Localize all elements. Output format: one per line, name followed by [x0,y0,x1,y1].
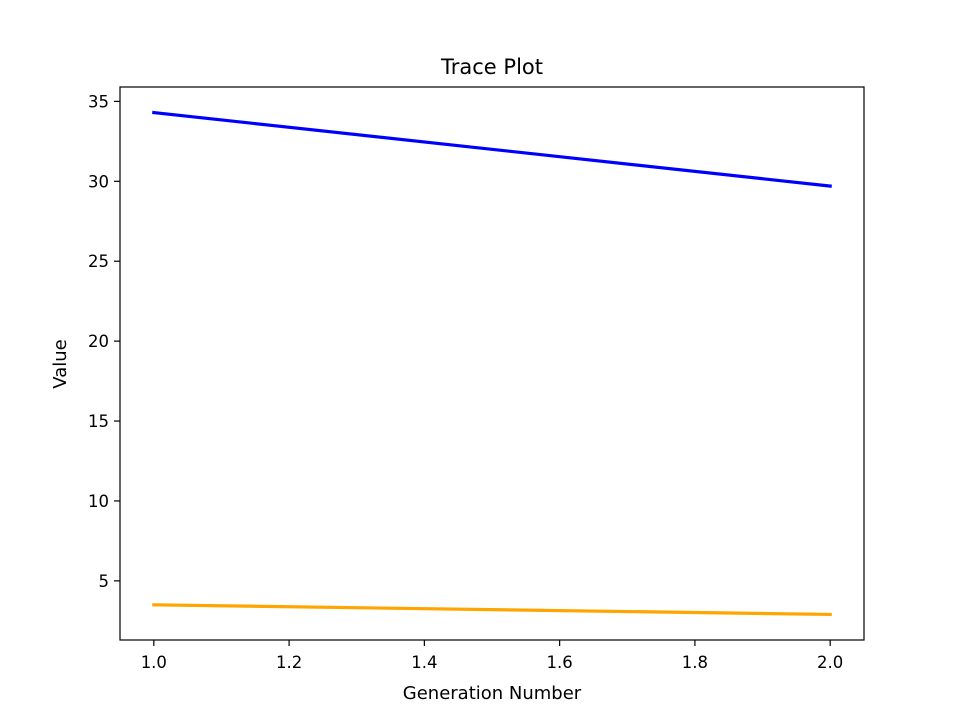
x-axis-ticks: 1.0 1.2 1.4 1.6 1.8 2.0 [141,640,843,672]
plot-area [120,87,864,640]
x-tick-label: 1.6 [547,653,573,672]
x-tick-label: 1.0 [141,653,167,672]
y-tick-label: 15 [88,412,109,431]
y-tick-label: 20 [88,332,109,351]
x-tick-label: 1.2 [276,653,302,672]
y-tick-label: 30 [88,172,109,191]
y-axis-label: Value [50,339,71,388]
x-tick-label: 2.0 [817,653,843,672]
axes-frame [119,86,865,641]
y-tick-label: 35 [88,92,109,111]
y-tick-label: 25 [88,252,109,271]
y-tick-label: 10 [88,492,109,511]
y-tick-label: 5 [99,572,110,591]
series-line-2 [152,603,832,617]
x-tick-label: 1.8 [682,653,708,672]
series-layer [152,110,832,617]
y-axis-ticks: 5 10 15 20 25 30 35 [88,92,120,591]
x-axis-label: Generation Number [403,683,582,704]
x-tick-label: 1.4 [411,653,437,672]
chart-title: Trace Plot [440,55,543,79]
series-line-1 [152,110,832,188]
